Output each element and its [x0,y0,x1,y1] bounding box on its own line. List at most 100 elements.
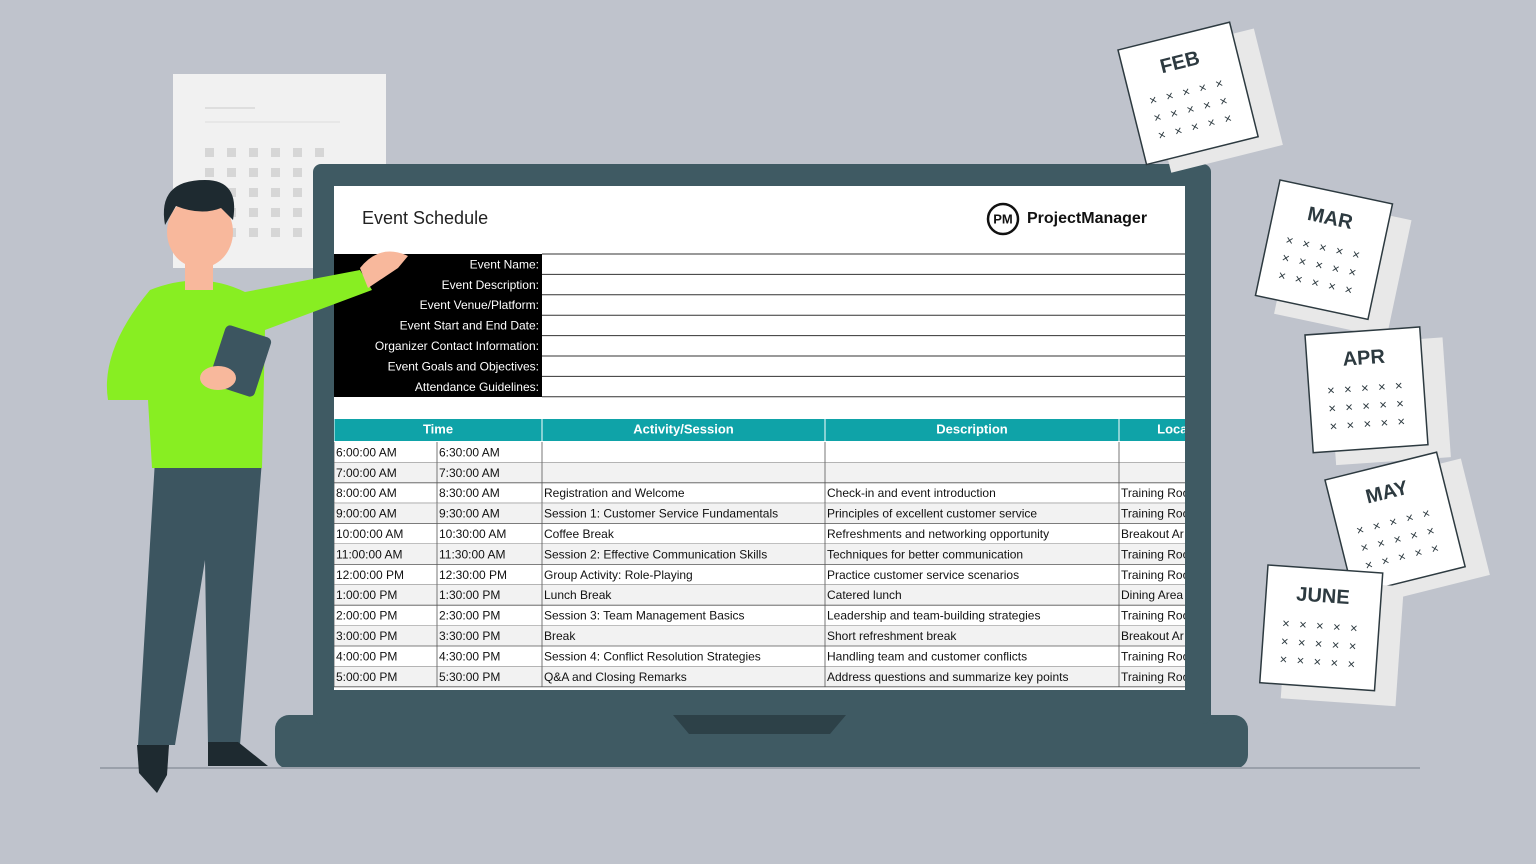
row-band [334,462,1185,483]
x-mark: × [1299,617,1308,632]
row-band [334,625,1185,646]
cell: Training Roo [1121,507,1190,521]
x-mark: × [1334,243,1345,259]
x-mark: × [1297,635,1306,650]
x-mark: × [1206,114,1217,130]
cell: Leadership and team-building strategies [827,609,1040,623]
calendar-page: MAR× × × × ×× × × × ×× × × × × [1254,179,1412,338]
cell: 9:30:00 AM [439,507,500,521]
calendar-page: APR × × × × × × × × × × × × × × × [1304,326,1451,466]
logo-text: ProjectManager [1027,210,1147,227]
x-mark: × [1394,378,1403,393]
info-label: Event Venue/Platform: [420,298,539,312]
person [106,180,408,793]
x-mark: × [1330,655,1339,670]
cell: Session 1: Customer Service Fundamentals [544,507,778,521]
cell: 7:30:00 AM [439,466,500,480]
calendar-dot [271,168,280,177]
x-mark: × [1168,105,1179,121]
cell: 5:30:00 PM [439,670,500,684]
x-mark: × [1371,518,1382,534]
cell: Techniques for better communication [827,547,1023,561]
x-mark: × [1185,101,1196,117]
x-mark: × [1280,634,1289,649]
x-mark: × [1297,253,1308,269]
cell: 3:00:00 PM [336,629,397,643]
logo-mark: PM [993,211,1013,226]
column-header: Activity/Session [633,421,733,436]
column-header: Time [423,421,453,436]
calendar-dot [205,148,214,157]
cell: Check-in and event introduction [827,486,996,500]
x-mark: × [1329,418,1338,433]
cell: 7:00:00 AM [336,466,397,480]
x-mark: × [1404,509,1415,525]
x-mark: × [1408,527,1419,543]
x-mark: × [1396,548,1407,564]
x-mark: × [1397,414,1406,429]
cell: Training Roo [1121,568,1190,582]
row-band [334,503,1185,524]
cell: Session 4: Conflict Resolution Strategie… [544,649,761,663]
x-mark: × [1316,618,1325,633]
cell: Address questions and summarize key poin… [827,670,1068,684]
month-label: APR [1342,346,1386,371]
cell: 9:00:00 AM [336,507,397,521]
calendar-dot [205,168,214,177]
x-mark: × [1327,383,1336,398]
cell: Training Roo [1121,649,1190,663]
x-mark: × [1421,505,1432,521]
x-mark: × [1164,88,1175,104]
cell: Refreshments and networking opportunity [827,527,1049,541]
calendar-dot [293,188,302,197]
cell: Practice customer service scenarios [827,568,1019,582]
cell: Coffee Break [544,527,615,541]
x-mark: × [1349,620,1358,635]
calendar-dot [271,148,280,157]
cell: 8:00:00 AM [336,486,397,500]
x-mark: × [1363,416,1372,431]
x-mark: × [1152,109,1163,125]
x-mark: × [1347,264,1358,280]
calendar-dot [293,208,302,217]
cell: Training Roo [1121,486,1190,500]
calendar-dot [315,148,324,157]
cell: 3:30:00 PM [439,629,500,643]
cell: Training Roo [1121,547,1190,561]
page [1254,179,1394,321]
month-label: JUNE [1296,583,1351,609]
x-mark: × [1344,381,1353,396]
x-mark: × [1380,553,1391,569]
x-mark: × [1222,110,1233,126]
x-mark: × [1361,380,1370,395]
sheet-title: Event Schedule [362,208,488,228]
x-mark: × [1345,399,1354,414]
info-label: Event Name: [470,257,539,271]
cell: 6:00:00 AM [336,445,397,459]
cell: 10:30:00 AM [439,527,506,541]
x-mark: × [1313,654,1322,669]
cell: 1:30:00 PM [439,588,500,602]
x-mark: × [1327,278,1338,294]
cell: 4:30:00 PM [439,649,500,663]
cell: Training Roo [1121,609,1190,623]
cell: Breakout Ar [1121,527,1184,541]
spreadsheet: Event Schedule PM ProjectManager Event N… [334,202,1192,688]
table-header-band [334,419,1185,441]
page [1258,564,1384,692]
cell: Registration and Welcome [544,486,685,500]
x-mark: × [1429,540,1440,556]
x-mark: × [1301,236,1312,252]
x-mark: × [1425,523,1436,539]
calendar-dot [249,228,258,237]
column-header: Locat [1157,421,1192,436]
calendar-dot [271,188,280,197]
x-mark: × [1284,232,1295,248]
x-mark: × [1346,417,1355,432]
x-mark: × [1388,514,1399,530]
x-mark: × [1377,379,1386,394]
cell: 2:30:00 PM [439,609,500,623]
cell: Q&A and Closing Remarks [544,670,687,684]
x-mark: × [1218,93,1229,109]
